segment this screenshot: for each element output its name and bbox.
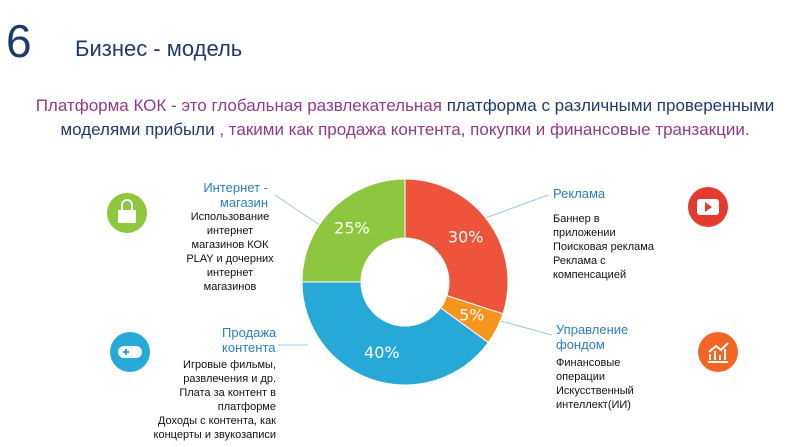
body-line: Финансовые — [556, 357, 621, 369]
value-label: 30% — [448, 227, 484, 246]
body-line: Поисковая реклама — [553, 241, 654, 253]
body-line: Использование — [190, 211, 270, 223]
body-line: Баннер в — [553, 213, 600, 225]
intro-segment: , такими как продажа контента, покупки и… — [219, 120, 750, 139]
callout-title: Реклама — [553, 186, 606, 201]
value-label: 40% — [364, 343, 400, 362]
body-line: интеллект(ИИ) — [556, 399, 631, 411]
body-line: Доходы с контента, как — [157, 415, 276, 427]
callout-body: Использование интернет магазинов КОК PLAY и… — [170, 210, 290, 294]
value-label: 5% — [459, 306, 484, 325]
body-line: Плата за контент в — [179, 387, 276, 399]
value-label: 25% — [334, 218, 370, 237]
body-line: интернет — [206, 267, 254, 279]
body-line: Реклама с — [553, 255, 606, 267]
intro-segment: платформа с различными проверенными моде… — [60, 96, 775, 139]
body-line: приложении — [553, 227, 616, 239]
icon-chart — [698, 332, 738, 372]
intro: Платформа КОК - это глобальная развлекат… — [10, 94, 800, 142]
slide-title: Бизнес - модель — [75, 36, 243, 61]
callout-body: Финансовые операции Искусственный интеллект… — [556, 356, 634, 412]
icon-game — [110, 332, 150, 372]
callout-title: Продажа контента — [222, 325, 277, 355]
body-line: концерты и звукозаписи — [153, 429, 276, 441]
body-line: магазинов КОК — [191, 239, 269, 251]
intro-segment: Платформа КОК - это глобальная развлекат… — [35, 96, 442, 115]
body-line: компенсацией — [553, 269, 627, 281]
body-line: магазинов — [203, 281, 257, 293]
callout-body: Игровые фильмы, развлечения и др. Плата за… — [140, 358, 276, 442]
slide-number: 6 — [6, 15, 32, 67]
callout-body: Баннер в приложении Поисковая реклама Рекла… — [553, 212, 654, 282]
callout-title: Интернет - магазин — [203, 180, 268, 210]
body-line: PLAY и дочерних — [186, 253, 274, 265]
body-line: операции — [556, 371, 606, 383]
donut: 30% 5% 40% 25% — [301, 178, 509, 386]
callout-title: Управление фондом — [556, 322, 629, 352]
body-line: Игровые фильмы, — [183, 359, 276, 371]
body-line: развлечения и др. — [183, 373, 276, 385]
donut-segment — [404, 178, 509, 315]
icon-video — [688, 187, 728, 227]
body-line: платформе — [217, 401, 276, 413]
body-line: интернет — [206, 225, 254, 237]
donut-segment — [301, 178, 406, 283]
body-line: Искусственный — [556, 385, 634, 397]
icon-shop — [107, 193, 147, 233]
donut-segment — [301, 281, 490, 386]
